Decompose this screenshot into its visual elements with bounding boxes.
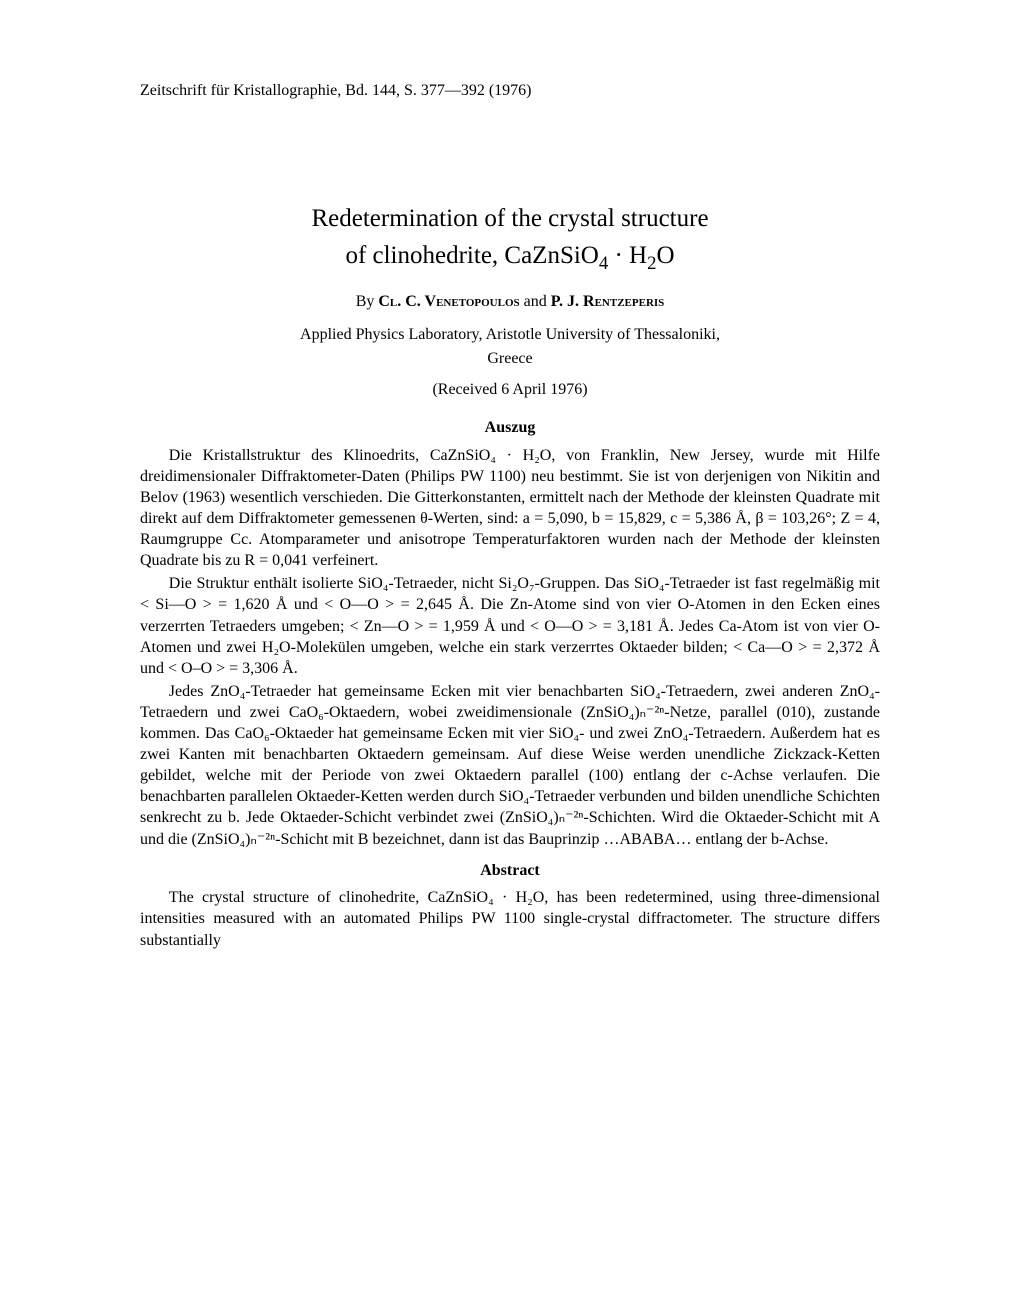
received-date: (Received 6 April 1976)	[140, 379, 880, 401]
authors-mid: and	[520, 293, 551, 310]
affiliation-line1: Applied Physics Laboratory, Aristotle Un…	[140, 324, 880, 346]
abstract-heading: Abstract	[140, 860, 880, 882]
author-1: Cl. C. Venetopoulos	[378, 293, 519, 310]
title-text-end: O	[657, 242, 675, 269]
title-text-pre: of clinohedrite, CaZnSiO	[345, 242, 598, 269]
title-line1: Redetermination of the crystal structure	[140, 202, 880, 236]
author-2: P. J. Rentzeperis	[551, 293, 665, 310]
title-text-post: · H	[608, 242, 647, 269]
journal-reference: Zeitschrift für Kristallographie, Bd. 14…	[140, 80, 880, 102]
subscript-4: 4	[599, 253, 608, 274]
auszug-heading: Auszug	[140, 417, 880, 439]
auszug-paragraph-2: Die Struktur enthält isolierte SiO₄-Tetr…	[140, 573, 880, 679]
affiliation-line2: Greece	[140, 348, 880, 370]
paper-page: Zeitschrift für Kristallographie, Bd. 14…	[0, 0, 1020, 993]
subscript-2: 2	[647, 253, 656, 274]
auszug-paragraph-3: Jedes ZnO₄-Tetraeder hat gemeinsame Ecke…	[140, 681, 880, 850]
abstract-paragraph-1: The crystal structure of clinohedrite, C…	[140, 887, 880, 950]
authors-pre: By	[356, 293, 379, 310]
title-line2: of clinohedrite, CaZnSiO4 · H2O	[140, 239, 880, 276]
authors-line: By Cl. C. Venetopoulos and P. J. Rentzep…	[140, 291, 880, 313]
auszug-paragraph-1: Die Kristallstruktur des Klinoedrits, Ca…	[140, 445, 880, 572]
